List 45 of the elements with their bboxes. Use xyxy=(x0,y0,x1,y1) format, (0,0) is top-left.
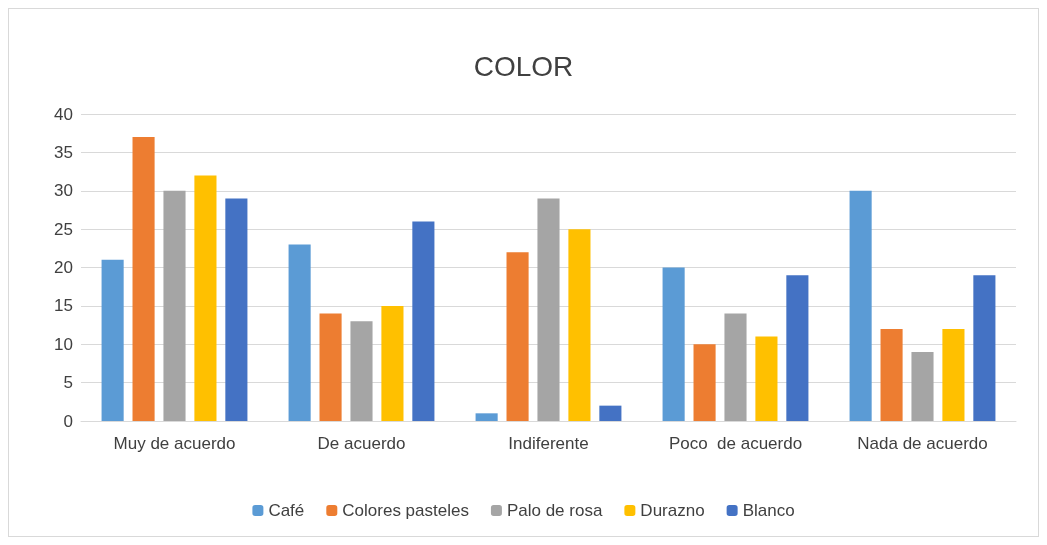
bar xyxy=(942,328,965,421)
bar xyxy=(506,252,529,421)
bar xyxy=(973,275,996,421)
bar xyxy=(288,244,311,421)
bar xyxy=(693,344,716,421)
legend-label: Blanco xyxy=(742,501,795,520)
bar xyxy=(724,313,747,421)
y-tick-label: 40 xyxy=(54,104,73,124)
bar xyxy=(786,275,809,421)
y-tick-label: 30 xyxy=(54,181,73,201)
bar xyxy=(225,198,248,421)
x-tick-label: Nada de acuerdo xyxy=(857,434,988,453)
bar xyxy=(599,405,622,421)
legend-label: Colores pasteles xyxy=(342,501,469,520)
legend-label: Café xyxy=(268,501,305,520)
bar xyxy=(475,413,498,421)
bar xyxy=(194,175,217,421)
bar xyxy=(849,190,872,421)
bar xyxy=(911,351,934,421)
bar xyxy=(662,267,685,421)
legend-label: Durazno xyxy=(640,501,705,520)
x-tick-label: De acuerdo xyxy=(317,434,406,453)
y-tick-label: 20 xyxy=(54,258,73,277)
y-tick-label: 25 xyxy=(54,219,73,239)
x-tick-label: Indiferente xyxy=(508,434,589,453)
y-tick-label: 35 xyxy=(54,142,73,162)
y-tick-label: 10 xyxy=(54,334,73,354)
bar xyxy=(412,221,435,421)
x-tick-label: Poco de acuerdo xyxy=(668,434,803,453)
chart-title: COLOR xyxy=(473,50,574,82)
bar xyxy=(350,321,373,421)
bar xyxy=(381,305,404,421)
bar xyxy=(880,328,903,421)
legend-label: Palo de rosa xyxy=(506,501,603,520)
y-tick-label: 0 xyxy=(63,411,73,431)
x-tick-label: Muy de acuerdo xyxy=(113,434,236,453)
bar xyxy=(101,259,124,421)
y-tick-label: 15 xyxy=(54,296,73,316)
bar xyxy=(163,190,186,421)
bar xyxy=(132,137,155,421)
bar xyxy=(319,313,342,421)
bar xyxy=(568,229,591,421)
bar xyxy=(537,198,560,421)
bar xyxy=(755,336,778,421)
y-tick-label: 5 xyxy=(63,373,73,393)
